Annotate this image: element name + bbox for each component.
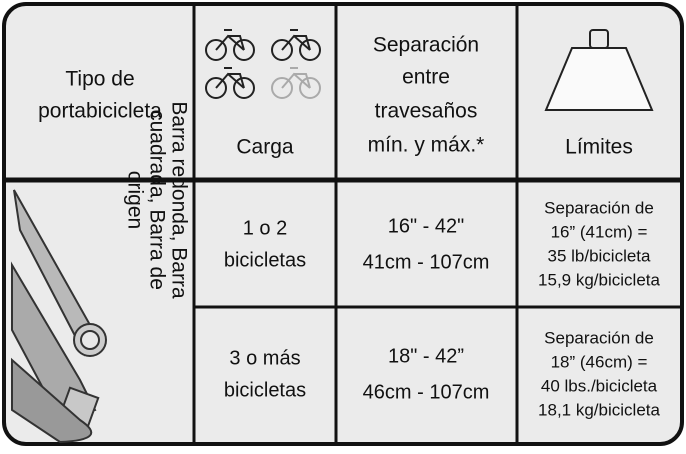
cell-text: 18,1 kg/bicicleta — [538, 400, 660, 419]
cell-text: Separación de — [544, 328, 654, 347]
cell-text: Tipo de — [65, 68, 134, 91]
cell-text: 15,9 kg/bicicleta — [538, 270, 660, 289]
cell-text: Carga — [236, 136, 294, 159]
cell-text: bicicletas — [224, 249, 306, 271]
table-border — [2, 2, 684, 446]
cell-text: 40 lbs./bicicleta — [541, 376, 658, 395]
cell-text: Separación de — [544, 198, 654, 217]
texts: Tipo de portabicicleta Carga Separación entr… — [38, 34, 660, 420]
cell-text: 16” (41cm) = — [551, 222, 648, 241]
cell-text: Límites — [565, 136, 633, 159]
grid-lines — [5, 5, 681, 443]
cell-text: 1 o 2 — [243, 217, 287, 239]
bar-images — [11, 189, 107, 444]
cell-text: entre — [402, 66, 450, 89]
cell-text: 16" - 42" — [388, 215, 464, 237]
cell-text: 41cm - 107cm — [363, 251, 490, 273]
cell-text: 3 o más — [229, 347, 300, 369]
cell-text: Separación — [373, 34, 479, 57]
cell-text: mín. y máx.* — [368, 134, 485, 157]
cell-text: 18" - 42” — [388, 345, 464, 367]
cell-text: portabicicleta — [38, 100, 162, 123]
cell-text: travesaños — [375, 100, 478, 123]
cell-text: 35 lb/bicicleta — [547, 246, 651, 265]
cell-text: Barra redonda, Barra — [167, 101, 190, 299]
weight-icon — [544, 29, 654, 111]
cell-text: 46cm - 107cm — [363, 381, 490, 403]
cell-text: bicicletas — [224, 379, 306, 401]
cell-text: 18” (46cm) = — [551, 352, 648, 371]
cell-text: origen — [123, 171, 146, 229]
bike-icons — [205, 29, 321, 99]
cell-text: cuadrada, Barra de — [145, 110, 168, 290]
